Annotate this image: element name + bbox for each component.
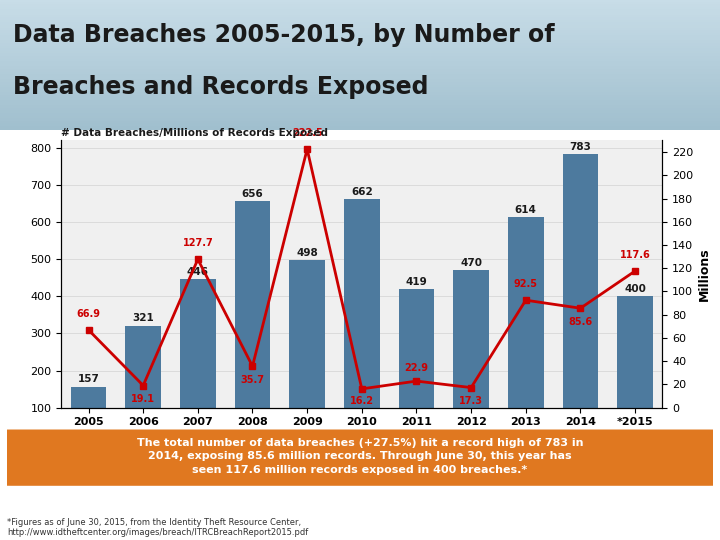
Bar <box>617 296 653 445</box>
Bar <box>0 122 720 124</box>
Text: The total number of data breaches (+27.5%) hit a record high of 783 in
2014, exp: The total number of data breaches (+27.5… <box>137 438 583 475</box>
Bar <box>0 10 720 13</box>
Bar <box>0 96 720 98</box>
Text: 19.1: 19.1 <box>131 394 156 404</box>
Text: 222.5: 222.5 <box>292 128 323 138</box>
Bar <box>0 70 720 72</box>
Legend: # Data Breaches, # Records Exposed (Millions): # Data Breaches, # Records Exposed (Mill… <box>182 431 541 454</box>
Bar <box>235 201 270 445</box>
Bar <box>0 46 720 49</box>
Bar <box>0 68 720 70</box>
Bar <box>0 55 720 57</box>
Bar <box>0 78 720 80</box>
Y-axis label: Millions: Millions <box>698 247 711 301</box>
Bar <box>0 16 720 18</box>
Bar <box>0 80 720 83</box>
Bar <box>0 44 720 46</box>
Text: 117.6: 117.6 <box>620 250 650 260</box>
Bar <box>454 271 489 445</box>
Text: 400: 400 <box>624 284 646 294</box>
Bar <box>0 83 720 85</box>
Text: 16.2: 16.2 <box>350 396 374 406</box>
Bar <box>0 8 720 10</box>
Text: 22.9: 22.9 <box>405 362 428 373</box>
Text: 614: 614 <box>515 205 536 214</box>
Bar <box>125 326 161 445</box>
Bar <box>0 26 720 29</box>
Bar <box>0 39 720 42</box>
Text: 783: 783 <box>570 142 591 152</box>
Text: 419: 419 <box>405 277 428 287</box>
Text: Data Breaches 2005-2015, by Number of: Data Breaches 2005-2015, by Number of <box>13 23 554 48</box>
Text: 66.9: 66.9 <box>76 309 101 319</box>
Bar <box>0 59 720 62</box>
Bar <box>0 72 720 75</box>
Bar <box>0 57 720 59</box>
Bar <box>0 88 720 91</box>
Bar <box>0 127 720 130</box>
Bar <box>399 289 434 445</box>
Bar <box>180 279 215 445</box>
Bar <box>0 119 720 122</box>
Bar <box>0 124 720 127</box>
Bar <box>508 217 544 445</box>
Bar <box>0 0 720 3</box>
Text: 35.7: 35.7 <box>240 375 264 384</box>
Bar <box>0 104 720 106</box>
Bar <box>0 91 720 93</box>
FancyBboxPatch shape <box>0 428 720 487</box>
Bar <box>0 101 720 104</box>
Bar <box>0 117 720 119</box>
Bar <box>0 33 720 36</box>
Bar <box>0 42 720 44</box>
Bar <box>562 154 598 445</box>
Text: 662: 662 <box>351 187 373 197</box>
Bar <box>0 5 720 8</box>
Bar <box>0 18 720 21</box>
Text: 321: 321 <box>132 313 154 323</box>
Bar <box>0 106 720 109</box>
Text: 127.7: 127.7 <box>182 238 213 248</box>
Bar <box>0 98 720 101</box>
Text: *Figures as of June 30, 2015, from the Identity Theft Resource Center,
http://ww: *Figures as of June 30, 2015, from the I… <box>7 518 308 537</box>
Text: # Data Breaches/Millions of Records Exposed: # Data Breaches/Millions of Records Expo… <box>61 127 328 138</box>
Text: Breaches and Records Exposed: Breaches and Records Exposed <box>13 75 428 99</box>
Bar <box>289 260 325 445</box>
Bar <box>0 109 720 111</box>
Bar <box>0 36 720 39</box>
Text: 85.6: 85.6 <box>568 317 593 327</box>
Text: 470: 470 <box>460 258 482 268</box>
Text: 17.3: 17.3 <box>459 396 483 406</box>
Bar <box>0 85 720 88</box>
Bar <box>0 114 720 117</box>
Bar <box>0 29 720 31</box>
Text: 446: 446 <box>186 267 209 277</box>
Bar <box>0 65 720 68</box>
Text: 92.5: 92.5 <box>514 279 538 289</box>
Bar <box>0 93 720 96</box>
Bar <box>0 62 720 65</box>
Bar <box>0 23 720 26</box>
Bar <box>0 31 720 33</box>
Text: 157: 157 <box>78 374 99 384</box>
Bar <box>0 13 720 16</box>
Bar <box>0 49 720 52</box>
Text: 498: 498 <box>296 248 318 258</box>
Bar <box>0 111 720 114</box>
Bar <box>0 3 720 5</box>
Bar <box>71 387 107 445</box>
Bar <box>0 75 720 78</box>
Text: 656: 656 <box>242 189 264 199</box>
Bar <box>0 52 720 55</box>
Bar <box>344 199 379 445</box>
Bar <box>0 21 720 23</box>
